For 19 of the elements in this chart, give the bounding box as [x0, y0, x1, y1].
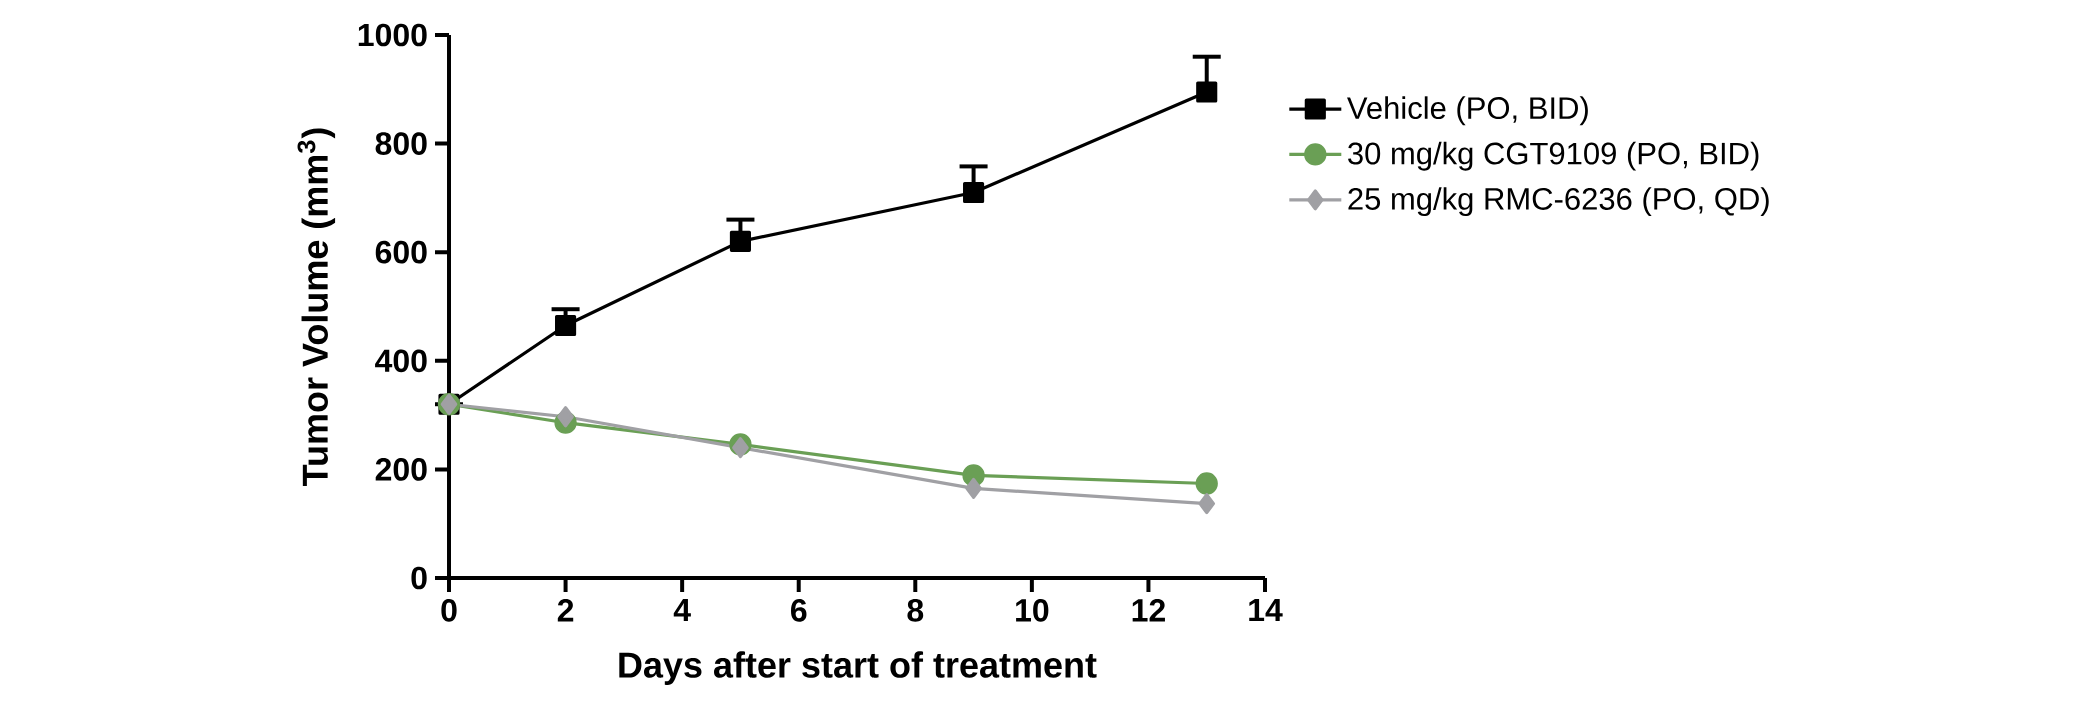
x-axis-title: Days after start of treatment — [619, 651, 1097, 685]
legend-label: 25 mg/kg RMC-6236 (PO, QD) — [1348, 187, 1769, 217]
y-tick-label: 800 — [375, 132, 427, 155]
y-tick-label: 600 — [375, 240, 427, 264]
y-tick-label: 200 — [375, 458, 427, 481]
y-tick-label: 0 — [411, 566, 427, 590]
y-axis-title: Tumor Volume (mm$^{3}$) — [297, 128, 336, 486]
x-tick-label: 12 — [1132, 599, 1165, 622]
legend-label: 30 mg/kg CGT9109 (PO, BID) — [1348, 141, 1759, 171]
y-tick-label: 400 — [375, 349, 427, 373]
x-tick-label: 14 — [1249, 599, 1283, 622]
x-tick-label: 0 — [441, 599, 457, 622]
y-tick-label: 1000 — [358, 23, 427, 47]
legend-label: Vehicle (PO, BID) — [1347, 96, 1588, 126]
x-tick-label: 6 — [791, 599, 807, 622]
x-tick-label: 8 — [907, 599, 924, 622]
x-tick-label: 2 — [557, 599, 574, 622]
x-tick-label: 4 — [673, 599, 691, 622]
x-tick-label: 10 — [1016, 599, 1049, 622]
